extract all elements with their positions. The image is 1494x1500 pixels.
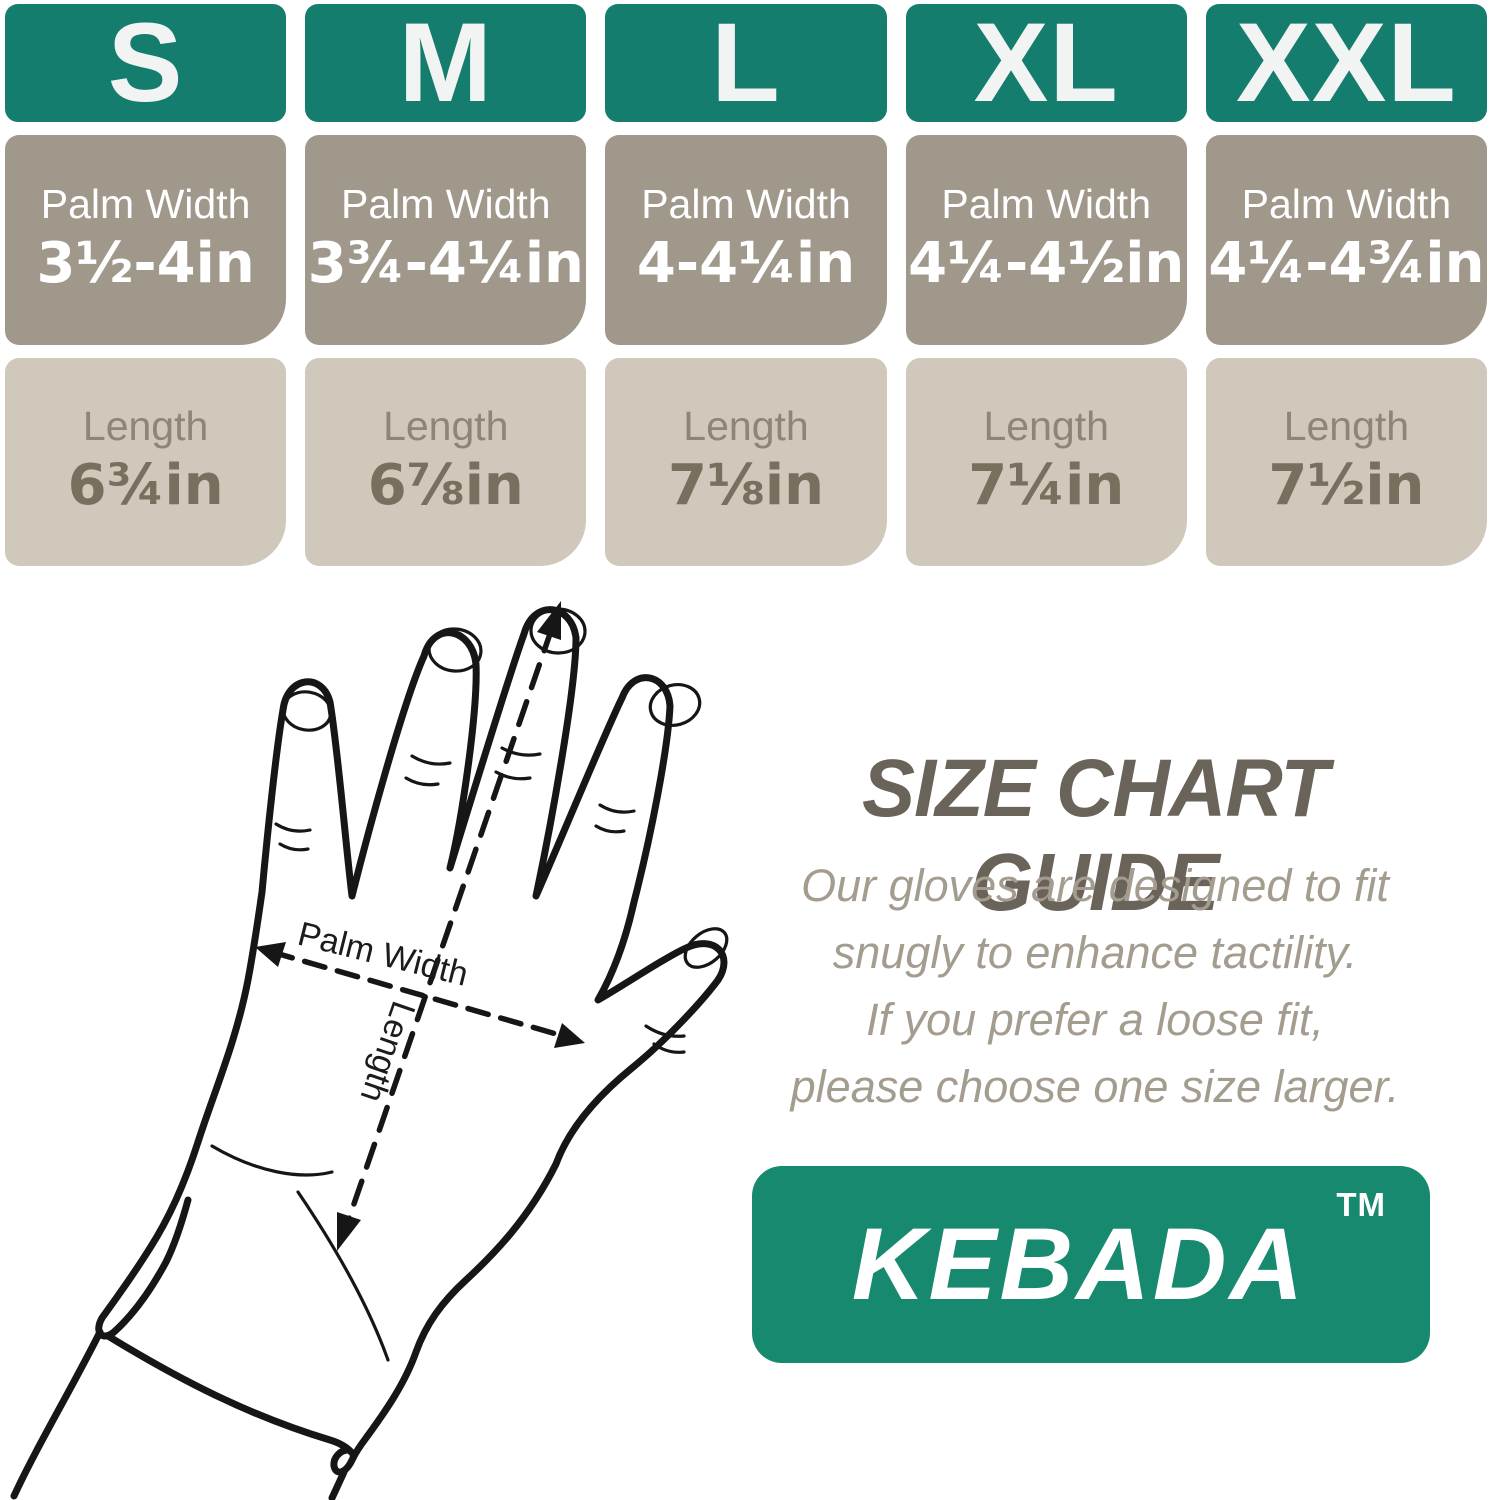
length-value: 6⅞in — [367, 452, 524, 518]
size-label: XXL — [1235, 0, 1457, 125]
palm-width-cell: Palm Width 4-4¼in — [605, 135, 887, 345]
length-value: 6¾in — [67, 452, 224, 518]
length-arrowhead-bottom — [337, 1212, 361, 1251]
wrist-crease — [210, 1144, 334, 1177]
index-nail — [648, 683, 702, 727]
palm-width-value: 4¼-4¾in — [1208, 230, 1485, 296]
knuckle-crease — [644, 1024, 686, 1054]
length-value: 7½in — [1268, 452, 1425, 518]
sleeve-outer-edge — [95, 1138, 202, 1340]
length-value: 7¼in — [968, 452, 1125, 518]
guide-line: please choose one size larger. — [790, 1061, 1400, 1112]
size-header: S — [5, 0, 287, 125]
thumb-nail — [683, 927, 729, 969]
palm-width-arrow-line — [269, 949, 573, 1041]
size-column-l: L Palm Width 4-4¼in Length 7⅛in — [605, 0, 887, 566]
pinky-nail — [281, 690, 333, 732]
trademark-symbol: TM — [1336, 1186, 1386, 1223]
length-label: Length — [1283, 403, 1410, 450]
length-arrow-line — [342, 625, 555, 1233]
palm-width-label: Palm Width — [40, 181, 251, 228]
palm-width-value: 3½-4in — [36, 230, 255, 296]
length-label: Length — [383, 403, 509, 450]
guide-line: If you prefer a loose fit, — [866, 994, 1324, 1045]
length-diagram-label: Length — [353, 996, 423, 1107]
size-header: L — [605, 0, 887, 125]
length-label: Length — [683, 403, 809, 450]
palm-width-label: Palm Width — [1241, 181, 1452, 228]
size-label: M — [398, 0, 493, 125]
size-header: XXL — [1205, 0, 1487, 125]
guide-line: snugly to enhance tactility. — [832, 927, 1358, 978]
guide-line: Our gloves are designed to fit — [801, 860, 1389, 911]
size-table: S Palm Width 3½-4in Length 6¾in M Palm W… — [5, 4, 1487, 566]
hand-outline — [194, 606, 728, 1462]
length-value: 7⅛in — [667, 452, 824, 518]
length-cell: Length 6¾in — [5, 358, 287, 566]
knuckle-crease — [494, 746, 542, 781]
palm-width-value: 3¾-4¼in — [307, 230, 584, 296]
palm-width-label: Palm Width — [641, 181, 851, 228]
guide-title: SIZE CHART GUIDE — [861, 743, 1329, 928]
palm-width-label: Palm Width — [340, 181, 551, 228]
size-label: L — [711, 0, 781, 125]
brand-logo-badge: KEBADA TM — [752, 1166, 1430, 1363]
length-cell: Length 6⅞in — [305, 358, 587, 566]
knuckle-crease — [274, 822, 312, 852]
palm-width-value: 4-4¼in — [636, 230, 856, 296]
size-column-m: M Palm Width 3¾-4¼in Length 6⅞in — [305, 0, 587, 566]
length-cell: Length 7½in — [1205, 358, 1487, 566]
guide-description: Our gloves are designed to fit snugly to… — [730, 852, 1460, 1120]
brand-name: KEBADA — [851, 1207, 1307, 1321]
size-label: S — [107, 0, 184, 125]
palm-width-cell: Palm Width 4¼-4¾in — [1205, 135, 1487, 345]
cuff-fold-loop — [328, 1446, 357, 1500]
palm-width-cell: Palm Width 3½-4in — [5, 135, 287, 345]
knuckle-crease — [594, 803, 636, 834]
knuckle-crease — [404, 754, 452, 787]
size-header: XL — [905, 0, 1187, 125]
length-arrowhead-top — [537, 601, 561, 640]
palm-width-arrowhead-right — [554, 1023, 585, 1048]
sleeve-lower-line — [10, 1328, 104, 1500]
palm-width-value: 4¼-4½in — [908, 230, 1185, 296]
size-column-xl: XL Palm Width 4¼-4½in Length 7¼in — [905, 0, 1187, 566]
length-cell: Length 7⅛in — [605, 358, 887, 566]
palm-width-arrowhead-left — [255, 942, 286, 967]
cuff-bottom-edge — [104, 1332, 357, 1458]
wrist-crease — [296, 1190, 390, 1362]
size-column-xxl: XXL Palm Width 4¼-4¾in Length 7½in — [1205, 0, 1487, 566]
size-header: M — [305, 0, 587, 125]
length-label: Length — [82, 403, 209, 450]
hand-measurement-diagram: Palm Width Length — [10, 601, 729, 1500]
length-cell: Length 7¼in — [905, 358, 1187, 566]
palm-width-cell: Palm Width 4¼-4½in — [905, 135, 1187, 345]
palm-width-cell: Palm Width 3¾-4¼in — [305, 135, 587, 345]
palm-width-label: Palm Width — [941, 181, 1151, 228]
ring-nail — [427, 627, 483, 673]
size-column-s: S Palm Width 3½-4in Length 6¾in — [5, 0, 287, 566]
length-label: Length — [983, 403, 1109, 450]
size-label: XL — [973, 0, 1119, 125]
